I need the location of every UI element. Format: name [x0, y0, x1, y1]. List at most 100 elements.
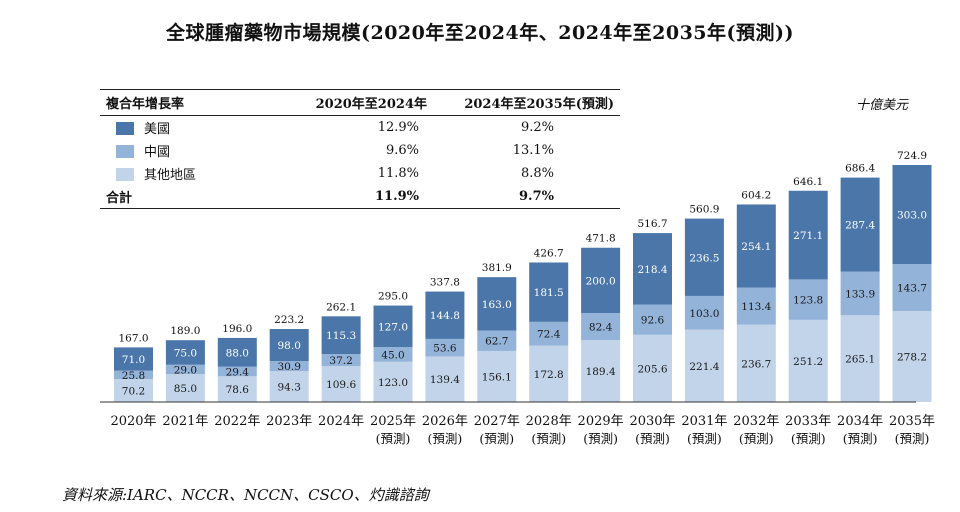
bar-china-1 — [165, 364, 205, 375]
x-tick-forecast-15: (預測) — [895, 431, 930, 446]
bar-total-0: 167.0 — [118, 332, 148, 344]
bar-us-13 — [788, 190, 828, 280]
x-tick-6: 2026年 — [422, 414, 468, 429]
bar-china-4 — [321, 354, 361, 367]
cagr-china-v1: 9.6% — [385, 143, 419, 158]
x-tick-7: 2027年 — [474, 414, 520, 429]
bar-label-us-14: 287.4 — [845, 220, 875, 232]
bar-label-china-10: 92.6 — [641, 315, 665, 327]
bar-label-other-5: 123.0 — [378, 377, 408, 389]
cagr-china-v2: 13.1% — [512, 143, 554, 158]
bar-china-15 — [892, 264, 932, 312]
bar-label-china-3: 30.9 — [278, 361, 301, 373]
x-tick-4: 2024年 — [318, 414, 364, 429]
bar-label-us-7: 163.0 — [482, 299, 512, 311]
bar-china-5 — [373, 347, 413, 362]
x-tick-forecast-14: (預測) — [843, 431, 878, 446]
x-tick-forecast-11: (預測) — [687, 431, 722, 446]
bar-us-14 — [840, 177, 880, 272]
bar-china-2 — [217, 366, 257, 377]
bar-total-15: 724.9 — [897, 150, 927, 162]
bar-label-other-8: 172.8 — [534, 369, 564, 381]
bar-label-us-10: 218.4 — [637, 264, 667, 276]
bar-label-us-6: 144.8 — [430, 310, 460, 322]
bar-total-12: 604.2 — [741, 189, 771, 201]
bar-label-other-1: 85.0 — [174, 383, 197, 395]
cagr-total-v1: 11.9% — [301, 185, 433, 209]
bar-us-12 — [736, 204, 776, 288]
bar-label-us-3: 98.0 — [278, 340, 301, 352]
x-tick-3: 2023年 — [266, 414, 312, 429]
bar-other-7 — [477, 350, 517, 402]
bar-label-other-10: 205.6 — [637, 363, 667, 375]
bar-label-china-15: 143.7 — [897, 283, 927, 295]
bar-china-8 — [529, 321, 569, 346]
cagr-other-v2: 8.8% — [520, 166, 554, 181]
cagr-table: 複合年增長率 2020年至2024年 2024年至2035年(預測) 美國 12… — [100, 89, 620, 209]
bar-china-14 — [840, 271, 880, 316]
bar-label-us-12: 254.1 — [741, 241, 771, 253]
x-tick-forecast-7: (預測) — [479, 431, 514, 446]
bar-label-us-15: 303.0 — [897, 210, 927, 222]
bar-total-1: 189.0 — [170, 325, 200, 337]
bar-label-other-15: 278.2 — [897, 352, 927, 364]
cagr-us-v2: 9.2% — [520, 120, 554, 135]
cagr-row-us: 美國 12.9% 9.2% — [100, 116, 620, 140]
bar-total-10: 516.7 — [637, 218, 667, 230]
bar-china-9 — [581, 313, 621, 341]
x-tick-forecast-6: (預測) — [428, 431, 463, 446]
x-tick-10: 2030年 — [629, 414, 675, 429]
bar-label-other-7: 156.1 — [482, 371, 512, 383]
bar-us-8 — [529, 262, 569, 322]
bar-other-4 — [321, 366, 361, 402]
bar-other-11 — [684, 329, 724, 402]
x-tick-forecast-5: (預測) — [376, 431, 411, 446]
bar-other-12 — [736, 324, 776, 402]
cagr-other-v1: 11.8% — [377, 166, 419, 181]
x-tick-2: 2022年 — [214, 414, 260, 429]
bar-total-7: 381.9 — [482, 262, 512, 274]
legend-swatch-other — [116, 168, 134, 181]
bar-us-4 — [321, 316, 361, 355]
bar-us-9 — [581, 247, 621, 314]
x-tick-forecast-10: (預測) — [635, 431, 670, 446]
bar-label-china-5: 45.0 — [381, 349, 404, 361]
bar-label-other-14: 265.1 — [845, 354, 875, 366]
bar-label-other-2: 78.6 — [226, 384, 250, 396]
x-tick-13: 2033年 — [785, 414, 831, 429]
x-tick-0: 2020年 — [110, 414, 156, 429]
bar-label-us-1: 75.0 — [174, 347, 197, 359]
x-tick-forecast-8: (預測) — [531, 431, 566, 446]
bar-other-13 — [788, 319, 828, 402]
x-tick-15: 2035年 — [889, 414, 935, 429]
bar-label-us-11: 236.5 — [689, 252, 719, 264]
bar-label-china-13: 123.8 — [793, 295, 823, 307]
bar-label-china-6: 53.6 — [433, 343, 457, 355]
bar-label-china-2: 29.4 — [226, 366, 250, 378]
bar-label-us-4: 115.3 — [326, 330, 356, 342]
bar-label-china-11: 103.0 — [689, 308, 719, 320]
bar-total-11: 560.9 — [689, 204, 719, 216]
bar-other-0 — [114, 379, 153, 402]
bar-label-us-8: 181.5 — [534, 287, 564, 299]
cagr-row-china: 中國 9.6% 13.1% — [100, 139, 620, 162]
bar-label-other-0: 70.2 — [122, 386, 145, 398]
bar-china-10 — [633, 304, 672, 335]
bar-china-12 — [736, 287, 776, 325]
bar-total-2: 196.0 — [222, 323, 252, 335]
bar-label-us-13: 271.1 — [793, 230, 823, 242]
legend-swatch-us — [116, 122, 134, 135]
bar-other-14 — [840, 315, 880, 402]
bar-other-15 — [892, 311, 932, 402]
bar-total-9: 471.8 — [586, 233, 616, 245]
x-tick-forecast-13: (預測) — [791, 431, 826, 446]
cagr-us-v1: 12.9% — [377, 120, 419, 135]
bar-total-5: 295.0 — [378, 291, 408, 303]
bar-label-other-13: 251.2 — [793, 356, 823, 368]
bar-total-14: 686.4 — [845, 163, 875, 175]
bar-label-other-6: 139.4 — [430, 374, 460, 386]
x-tick-1: 2021年 — [162, 414, 208, 429]
bar-label-other-3: 94.3 — [278, 382, 301, 394]
bar-other-2 — [217, 376, 257, 402]
